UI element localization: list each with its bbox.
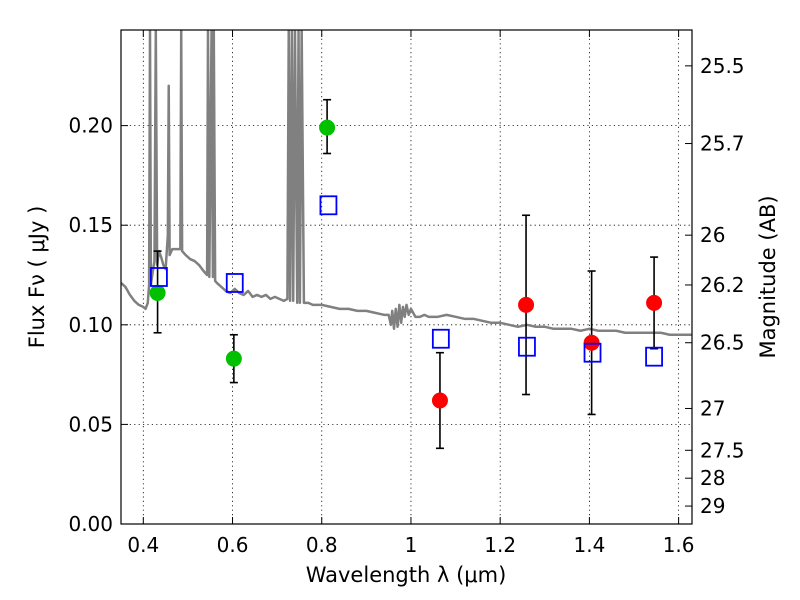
plot-frame [120,29,693,525]
red-point [518,296,535,313]
right-tick-label: 28 [700,466,725,490]
x-tick-label: 1.2 [484,533,516,557]
green-point [149,284,166,301]
right-tick-label: 25.5 [700,54,745,78]
x-tick-label: 1.4 [573,533,605,557]
red-point [583,334,600,351]
model-square [518,336,536,357]
red-point [431,392,448,409]
y-axis-label: Flux Fν ( μJy ) [25,206,49,349]
green-point [225,350,242,367]
model-square [150,267,168,287]
model-square [583,342,602,363]
y-tick-label: 0.00 [68,512,113,536]
red-point [646,294,663,311]
x-tick-label: 0.6 [217,533,249,557]
y-tick-label: 0.15 [68,213,113,237]
x-tick-label: 1 [405,533,418,557]
marker-layer [149,119,663,409]
right-tick-label: 26.2 [700,273,745,297]
spectrum-layer [121,30,692,337]
y-tick-label: 0.05 [68,412,113,436]
right-tick-label: 27.5 [700,438,745,462]
y-tick-label: 0.10 [68,313,113,337]
x-tick-label: 0.4 [127,533,159,557]
tick-layer: 0.4 0.6 0.8 1 1.2 1.4 1.6 0.00 0.05 0.10 0.15 0.20 2… [68,30,745,557]
y-axis-right-label: Magnitude (AB) [756,195,780,358]
model-square [431,328,450,349]
x-tick-label: 0.8 [306,533,338,557]
right-tick-label: 26.5 [700,331,745,355]
model-square [645,346,663,367]
x-tick-label: 1.6 [663,533,695,557]
y-tick-label: 0.20 [68,114,113,138]
spectrum-line [121,30,692,337]
green-point [319,119,336,136]
x-axis-label: Wavelength λ (μm) [306,563,507,587]
model-square [319,195,338,216]
model-square [225,273,244,293]
right-tick-label: 26 [700,223,725,247]
right-tick-label: 25.7 [700,132,745,156]
right-tick-label: 27 [700,396,725,420]
right-tick-label: 29 [700,494,725,518]
